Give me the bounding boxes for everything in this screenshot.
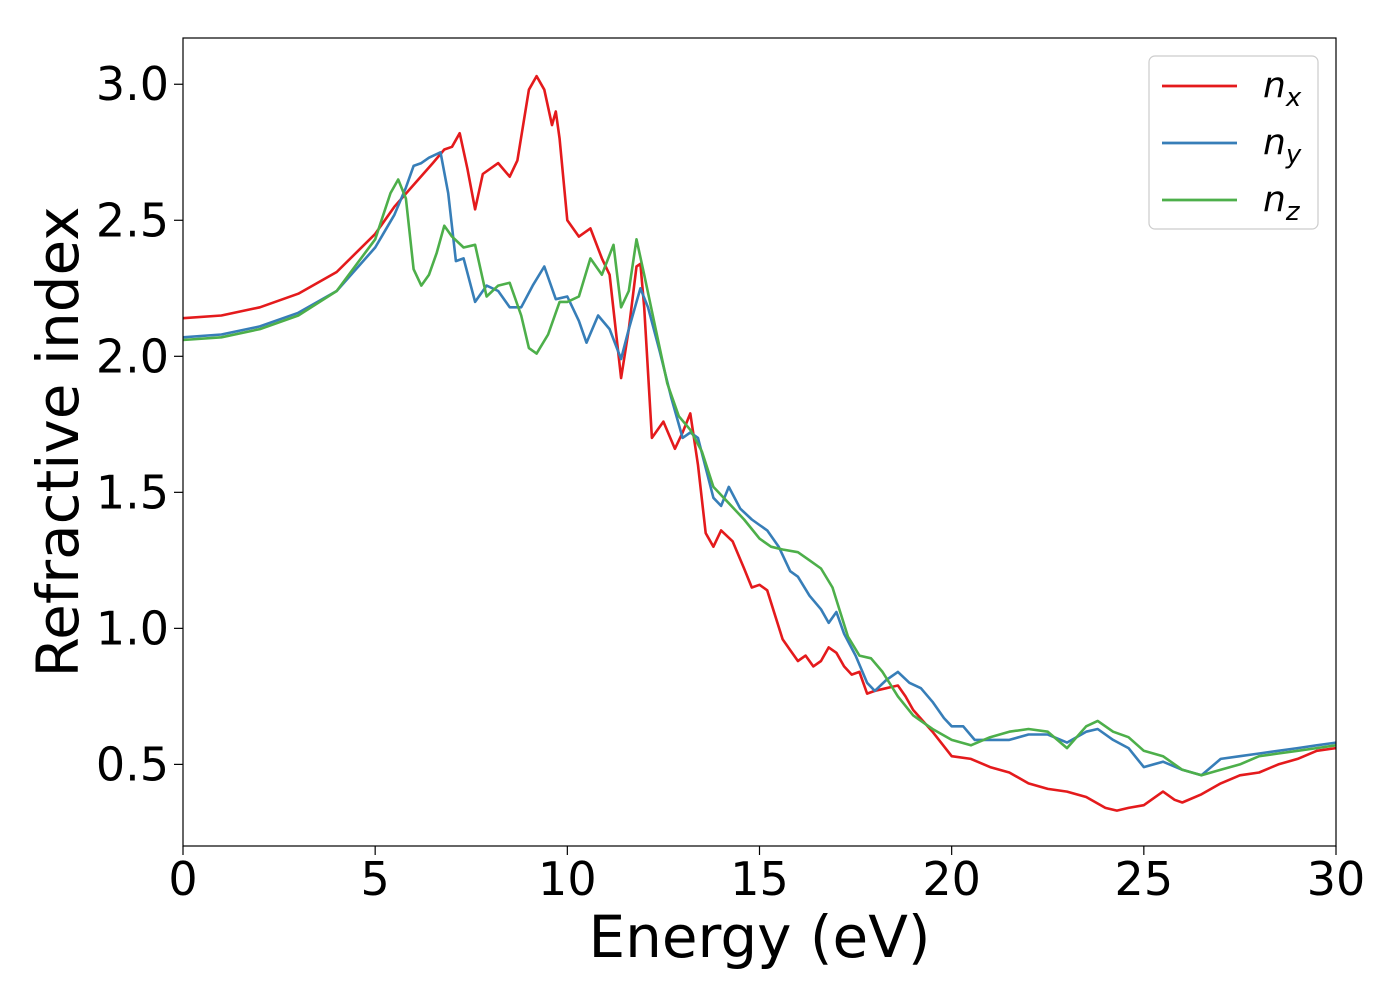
x-tick-label: 10 [538, 852, 597, 906]
x-tick-label: 20 [922, 852, 981, 906]
x-tick-label: 25 [1115, 852, 1174, 906]
legend-label-n_y: ny [1263, 122, 1302, 170]
y-axis: 0.5 1.0 1.5 2.0 2.5 3.0 [96, 57, 183, 791]
y-tick-label: 3.0 [96, 57, 169, 111]
y-tick-label: 1.5 [96, 465, 169, 519]
x-tick-label: 30 [1307, 852, 1366, 906]
series-line-n_y [183, 151, 1336, 777]
legend: nx ny nz [1148, 55, 1319, 230]
y-tick-label: 2.5 [96, 193, 169, 247]
x-axis-title: Energy (eV) [588, 903, 930, 971]
series-line-n_z [183, 178, 1336, 777]
legend-label-n_z: nz [1263, 179, 1301, 227]
series-line-n_x [183, 74, 1336, 812]
y-tick-label: 1.0 [96, 601, 169, 655]
x-axis: 0 5 10 15 20 25 30 [168, 846, 1365, 906]
legend-label-n_x: nx [1263, 65, 1302, 113]
x-tick-label: 5 [361, 852, 390, 906]
series-lines [183, 74, 1336, 812]
x-tick-label: 0 [168, 852, 197, 906]
y-tick-label: 0.5 [96, 737, 169, 791]
y-axis-title: Refractive index [24, 206, 92, 677]
x-tick-label: 15 [730, 852, 789, 906]
y-tick-label: 2.0 [96, 329, 169, 383]
